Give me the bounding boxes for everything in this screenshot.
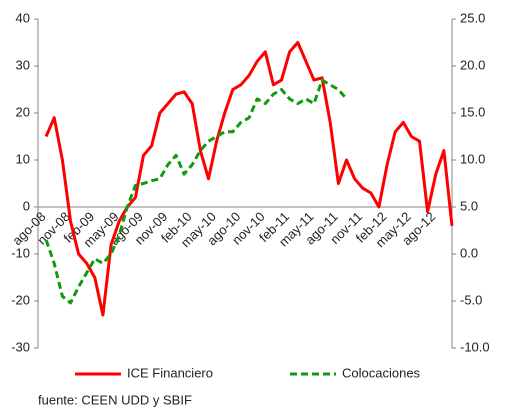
- y-tick-label: 10: [16, 151, 30, 166]
- y-tick-label: 0: [23, 198, 30, 213]
- y2-tick-label: -10.0: [460, 339, 490, 354]
- legend-label: ICE Financiero: [127, 365, 213, 380]
- y-tick-label: 30: [16, 57, 30, 72]
- y-tick-label: 40: [16, 10, 30, 25]
- y2-tick-label: 0.0: [460, 245, 478, 260]
- y-tick-label: -30: [11, 339, 30, 354]
- y-tick-label: 20: [16, 104, 30, 119]
- source-note: fuente: CEEN UDD y SBIF: [38, 392, 192, 407]
- y-tick-label: -10: [11, 245, 30, 260]
- y-tick-label: -20: [11, 292, 30, 307]
- legend-label: Colocaciones: [342, 365, 421, 380]
- y2-tick-label: -5.0: [460, 292, 482, 307]
- y2-tick-label: 10.0: [460, 151, 485, 166]
- y2-tick-label: 25.0: [460, 10, 485, 25]
- y2-tick-label: 20.0: [460, 57, 485, 72]
- y2-tick-label: 5.0: [460, 198, 478, 213]
- series-line: [44, 78, 348, 305]
- y2-tick-label: 15.0: [460, 104, 485, 119]
- series-line: [44, 41, 454, 317]
